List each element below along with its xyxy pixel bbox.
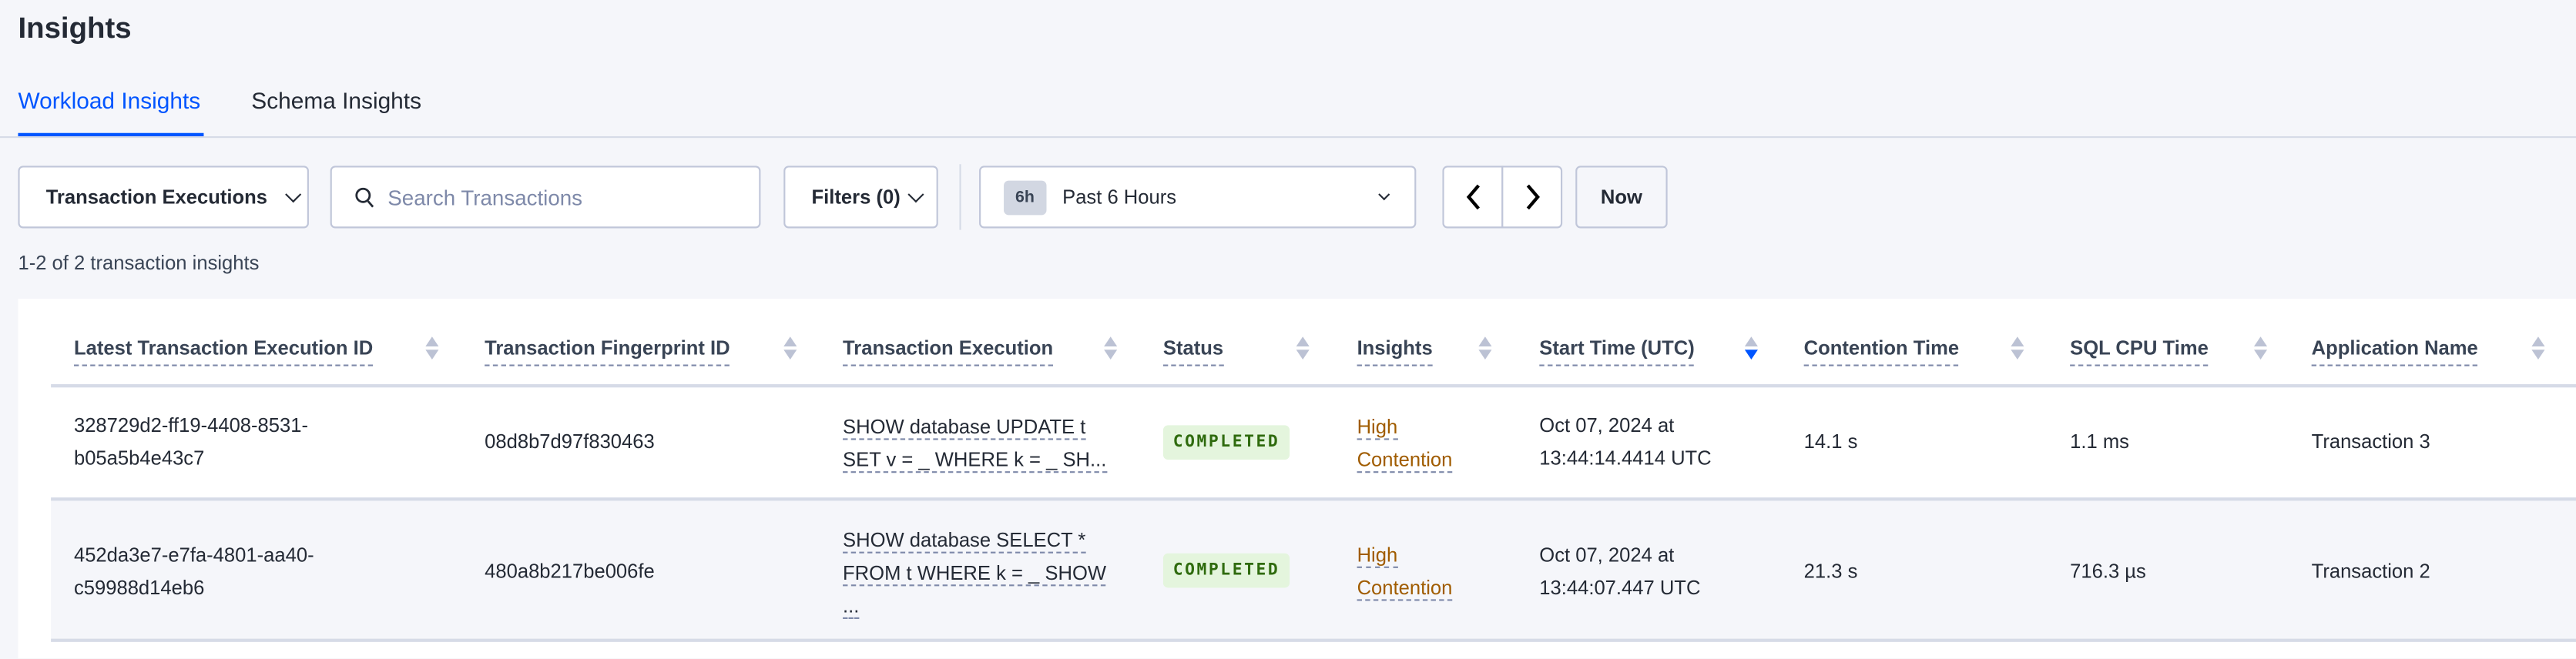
application-name-cell: Transaction 2 xyxy=(2311,560,2430,584)
search-icon xyxy=(355,186,374,207)
column-header-insights[interactable]: Insights xyxy=(1357,336,1433,366)
fingerprint-cell[interactable]: 480a8b217be006fe xyxy=(485,560,655,584)
column-header-exec-id[interactable]: Latest Transaction Execution ID xyxy=(73,336,374,366)
sort-icon[interactable] xyxy=(2253,336,2268,363)
sort-icon[interactable] xyxy=(425,336,439,363)
filters-label: Filters (0) xyxy=(811,185,901,209)
page-title: Insights xyxy=(18,11,132,45)
column-header-contention-time[interactable]: Contention Time xyxy=(1803,336,1960,366)
start-time-cell: Oct 07, 2024 at 13:44:14.4414 UTC xyxy=(1539,413,1712,470)
previous-time-button[interactable] xyxy=(1442,166,1504,229)
toolbar-divider xyxy=(959,164,961,230)
fingerprint-cell[interactable]: 08d8b7d97f830463 xyxy=(485,430,655,453)
insight-link[interactable]: High Contention xyxy=(1357,539,1453,604)
chevron-down-icon xyxy=(1378,188,1390,200)
column-header-status[interactable]: Status xyxy=(1162,336,1224,366)
column-header-fingerprint-id[interactable]: Transaction Fingerprint ID xyxy=(485,336,730,366)
sort-icon[interactable] xyxy=(2011,336,2024,363)
insight-link[interactable]: High Contention xyxy=(1357,410,1453,476)
time-range-label: Past 6 Hours xyxy=(1062,185,1177,209)
result-count: 1-2 of 2 transaction insights xyxy=(18,251,260,275)
tab-schema-insights[interactable]: Schema Insights xyxy=(251,87,422,114)
contention-time-cell: 21.3 s xyxy=(1803,560,1858,584)
filters-button[interactable]: Filters (0) xyxy=(783,166,938,229)
tab-workload-insights[interactable]: Workload Insights xyxy=(18,87,201,114)
chevron-right-icon xyxy=(1525,184,1539,210)
header-divider xyxy=(51,384,2576,388)
sql-cpu-time-cell: 1.1 ms xyxy=(2070,430,2129,453)
column-header-transaction-execution[interactable]: Transaction Execution xyxy=(843,336,1054,366)
sql-cpu-time-cell: 716.3 µs xyxy=(2070,560,2146,584)
start-time-cell: Oct 07, 2024 at 13:44:07.447 UTC xyxy=(1539,543,1701,600)
row-divider xyxy=(51,638,2576,642)
contention-time-cell: 14.1 s xyxy=(1803,430,1858,453)
sort-icon[interactable] xyxy=(2531,336,2545,363)
time-range-pill: 6h xyxy=(1004,179,1046,215)
chevron-down-icon xyxy=(907,186,924,202)
view-select-label: Transaction Executions xyxy=(45,185,268,209)
now-button[interactable]: Now xyxy=(1575,166,1668,229)
column-header-application-name[interactable]: Application Name xyxy=(2311,336,2478,366)
sort-icon[interactable] xyxy=(783,336,797,363)
sort-icon[interactable] xyxy=(1104,336,1118,363)
column-header-start-time[interactable]: Start Time (UTC) xyxy=(1539,336,1695,366)
sort-icon[interactable] xyxy=(1478,336,1492,363)
sort-descending-icon[interactable] xyxy=(1744,336,1758,363)
search-input[interactable]: Search Transactions xyxy=(330,166,761,229)
row-divider xyxy=(51,497,2576,501)
tabs-divider xyxy=(0,136,2576,139)
chevron-left-icon xyxy=(1465,184,1479,210)
exec-id-cell[interactable]: 452da3e7-e7fa-4801-aa40- c59988d14eb6 xyxy=(73,543,314,600)
status-badge: COMPLETED xyxy=(1162,553,1290,588)
exec-id-cell[interactable]: 328729d2-ff19-4408-8531- b05a5b4e43c7 xyxy=(73,413,309,470)
table-row-background xyxy=(51,499,2576,639)
view-select-dropdown[interactable]: Transaction Executions xyxy=(18,166,309,229)
query-cell[interactable]: SHOW database SELECT * FROM t WHERE k = _… xyxy=(843,524,1107,622)
query-cell[interactable]: SHOW database UPDATE t SET v = _ WHERE k … xyxy=(843,410,1107,476)
search-placeholder: Search Transactions xyxy=(387,184,583,209)
status-badge: COMPLETED xyxy=(1162,425,1290,460)
active-tab-indicator xyxy=(18,132,204,137)
chevron-down-icon xyxy=(284,186,301,202)
sort-icon[interactable] xyxy=(1296,336,1310,363)
application-name-cell: Transaction 3 xyxy=(2311,430,2430,453)
column-header-sql-cpu-time[interactable]: SQL CPU Time xyxy=(2070,336,2209,366)
time-range-select[interactable]: 6h Past 6 Hours xyxy=(979,166,1417,229)
next-time-button[interactable] xyxy=(1501,166,1563,229)
